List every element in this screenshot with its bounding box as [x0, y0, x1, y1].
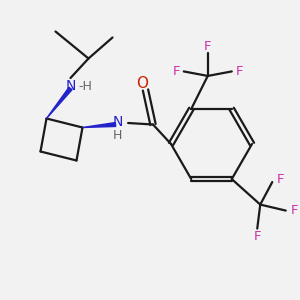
Text: F: F	[204, 40, 212, 53]
Text: N: N	[65, 79, 76, 93]
Polygon shape	[82, 123, 116, 128]
Text: F: F	[254, 230, 261, 244]
Text: F: F	[236, 65, 243, 78]
Text: N: N	[113, 115, 123, 129]
Text: -H: -H	[78, 80, 92, 94]
Polygon shape	[46, 87, 72, 118]
Text: O: O	[136, 76, 148, 91]
Text: F: F	[290, 204, 298, 217]
Text: F: F	[172, 65, 180, 78]
Text: F: F	[277, 172, 284, 186]
Text: H: H	[113, 129, 123, 142]
